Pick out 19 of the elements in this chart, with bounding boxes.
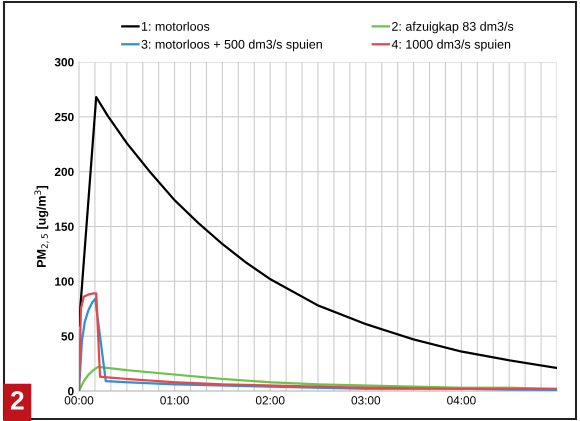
x-tick-label: 01:00 xyxy=(160,396,189,405)
legend-label: 4: 1000 dm3/s spuien xyxy=(392,40,510,52)
y-tick-label: 250 xyxy=(54,112,74,122)
x-tick-label: 04:00 xyxy=(447,396,476,405)
y-tick-label: 200 xyxy=(54,168,74,176)
legend-label: 2: afzuigkap 83 dm3/s xyxy=(392,22,514,34)
y-tick-label: 100 xyxy=(55,277,74,286)
x-tick-label: 00:00 xyxy=(64,396,94,405)
legend-label: 3: motorloos + 500 dm3/s spuien xyxy=(141,40,322,52)
y-tick-label: 50 xyxy=(61,332,74,341)
x-tick-label: 02:00 xyxy=(256,396,285,405)
y-axis-title: PM$_{2,5}$ [ug/m$^{3}$] xyxy=(34,186,49,267)
line-series xyxy=(79,96,557,370)
legend-label: 1: motorloos xyxy=(142,22,210,31)
x-tick-label: 03:00 xyxy=(351,396,380,405)
text: 2 xyxy=(10,391,24,410)
y-tick-label: 300 xyxy=(54,58,74,66)
y-tick-label: 150 xyxy=(55,222,74,231)
y-tick-label: 0 xyxy=(68,387,74,396)
